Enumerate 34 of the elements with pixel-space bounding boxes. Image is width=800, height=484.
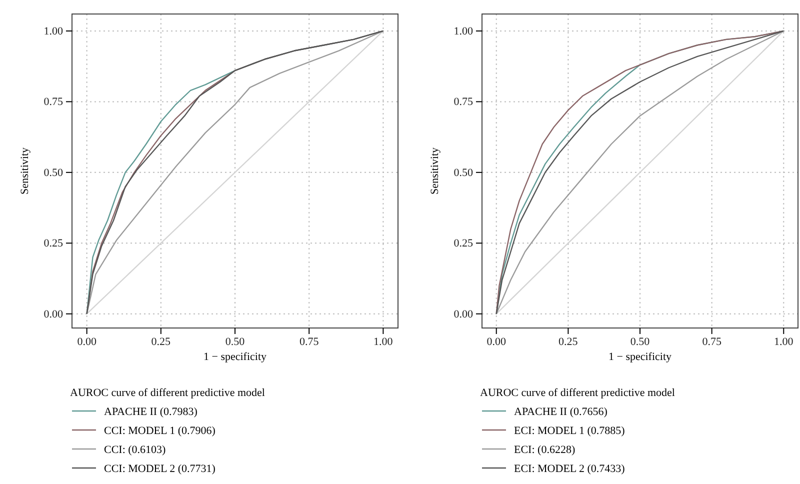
legend-label: ECI: MODEL 1 (0.7885)	[514, 425, 626, 437]
x-tick-label: 0.75	[702, 336, 722, 348]
legend-label: ECI: (0.6228)	[514, 444, 576, 456]
x-tick-label: 0.25	[558, 336, 578, 348]
x-tick-label: 0.50	[225, 336, 246, 348]
x-axis-title: 1 − specificity	[203, 351, 268, 363]
y-tick-label: 0.50	[44, 166, 64, 179]
x-tick-label: 0.75	[299, 336, 320, 348]
y-axis-title: Sensitivity	[429, 146, 441, 195]
x-tick-label: 0.25	[151, 336, 172, 348]
legend-title: AUROC curve of different predictive model	[480, 387, 675, 399]
x-tick-label: 0.00	[486, 336, 506, 348]
y-tick-label: 0.75	[44, 96, 64, 108]
legend-label: CCI: (0.6103)	[104, 444, 166, 456]
y-axis-title: Sensitivity	[19, 146, 31, 195]
legend-label: CCI: MODEL 2 (0.7731)	[104, 463, 216, 475]
x-tick-label: 0.00	[77, 336, 97, 348]
y-tick-label: 1.00	[454, 25, 474, 38]
x-axis-title: 1 − specificity	[608, 351, 672, 363]
y-tick-label: 0.75	[454, 96, 474, 108]
legend-label: APACHE II (0.7983)	[104, 406, 198, 418]
x-tick-label: 1.00	[774, 336, 794, 348]
y-tick-label: 0.25	[44, 238, 64, 250]
x-tick-label: 1.00	[374, 336, 394, 348]
y-tick-label: 0.00	[454, 308, 474, 320]
x-tick-label: 0.50	[630, 336, 650, 348]
y-tick-label: 0.50	[454, 166, 474, 179]
legend-title: AUROC curve of different predictive model	[70, 387, 265, 399]
y-tick-label: 1.00	[44, 25, 64, 38]
legend-label: APACHE II (0.7656)	[514, 406, 608, 418]
y-tick-label: 0.00	[44, 308, 64, 320]
legend-label: CCI: MODEL 1 (0.7906)	[104, 425, 216, 437]
legend-label: ECI: MODEL 2 (0.7433)	[514, 463, 626, 475]
y-tick-label: 0.25	[454, 238, 474, 250]
